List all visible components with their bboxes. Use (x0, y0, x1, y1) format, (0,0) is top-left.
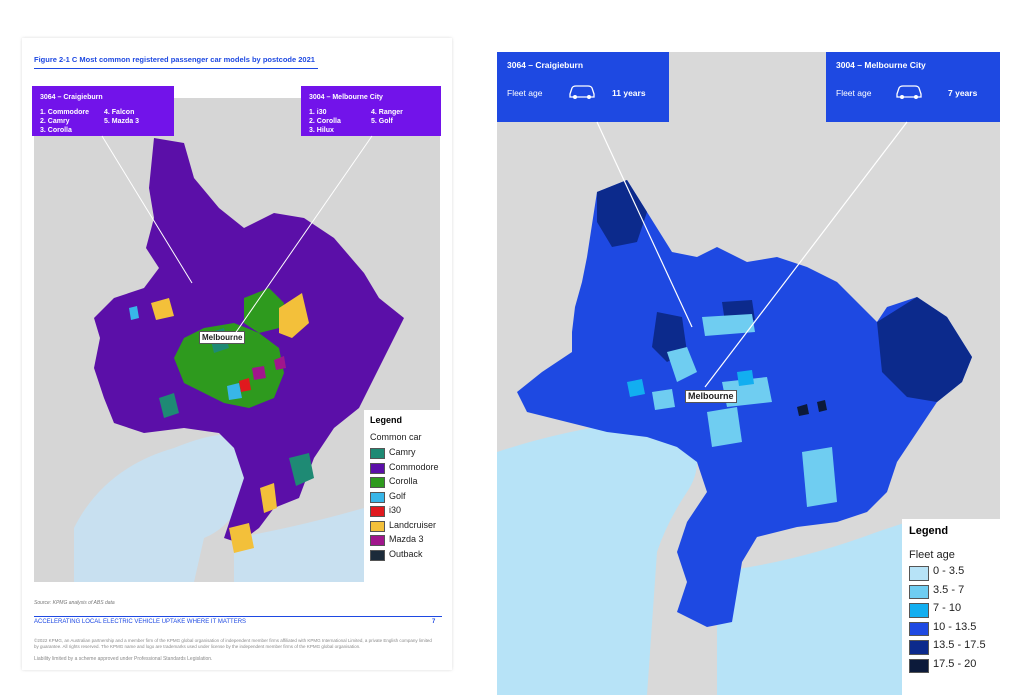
callout-heading: 3004 – Melbourne City (309, 94, 383, 101)
legend-label: 3.5 - 7 (933, 583, 965, 596)
legend-swatch (370, 491, 385, 503)
car-icon (896, 85, 922, 99)
callout-craigieburn: 3064 – Craigieburn Fleet age 11 years (497, 52, 669, 122)
legend-swatch (909, 621, 929, 637)
legend-swatch (370, 462, 385, 474)
legend: Legend Fleet age 0 - 3.5 3.5 - 7 7 - 10 10 … (902, 519, 1000, 695)
footer-legal: ©2022 KPMG, an Australian partnership an… (34, 638, 432, 649)
legend-swatch (370, 448, 385, 460)
legend-title: Legend (370, 415, 403, 425)
callout-craigieburn: 3064 – Craigieburn 1. Commodore 2. Camry… (32, 86, 174, 136)
car-icon (569, 85, 595, 99)
legend-swatch (909, 566, 929, 581)
callout-melbourne-city: 3004 – Melbourne City 1. i30 2. Corolla … (301, 86, 441, 136)
callout-heading: 3064 – Craigieburn (40, 94, 103, 101)
legend-label: 10 - 13.5 (933, 620, 977, 633)
legend-label: i30 (389, 505, 402, 515)
callout-heading: 3004 – Melbourne City (836, 60, 926, 70)
legend-title: Legend (909, 525, 949, 537)
callout-heading: 3064 – Craigieburn (507, 60, 584, 70)
figure-title: Figure 2-1 C Most common registered pass… (34, 55, 315, 64)
legend-swatch (909, 603, 929, 618)
callout-leader-lines (101, 135, 373, 339)
footer-rule (34, 616, 442, 617)
fleet-age-label: Fleet age (507, 88, 543, 98)
callout-melbourne-city: 3004 – Melbourne City Fleet age 7 years (826, 52, 1000, 122)
legend-swatch (370, 535, 385, 547)
callout-item: 2. Corolla (309, 118, 341, 125)
legend-label: Landcruiser (389, 519, 437, 530)
page-number: 7 (432, 619, 436, 625)
callout-item: 5. Golf (371, 118, 393, 125)
legend-subtitle: Common car (370, 432, 422, 442)
footer-liability: Liability limited by a scheme approved u… (34, 656, 213, 662)
fleet-age-label: Fleet age (836, 88, 872, 98)
legend-label: Camry (389, 447, 416, 457)
legend-label: 0 - 3.5 (933, 565, 965, 577)
legend-subtitle: Fleet age (909, 549, 955, 561)
legend-label: Corolla (389, 476, 418, 486)
legend-swatch (909, 584, 929, 600)
fleet-age-value: 11 years (612, 88, 646, 98)
left-report-page: Figure 2-1 C Most common registered pass… (22, 38, 452, 670)
legend-swatch (370, 506, 385, 518)
legend-swatch (909, 640, 929, 655)
legend-label: Outback (389, 548, 423, 559)
callout-item: 1. i30 (309, 109, 327, 116)
fleet-age-map: Melbourne 3064 – Craigieburn Fleet age 1… (497, 52, 1000, 695)
callout-item: 3. Hilux (309, 127, 334, 134)
city-label: Melbourne (199, 331, 246, 344)
source-note: Source: KPMG analysis of ABS data (34, 600, 115, 606)
legend-label: 7 - 10 (933, 602, 962, 614)
city-label: Melbourne (685, 390, 737, 403)
callout-item: 3. Corolla (40, 127, 72, 134)
fleet-age-value: 7 years (948, 88, 978, 98)
legend-label: 13.5 - 17.5 (933, 639, 986, 651)
callout-item: 4. Falcon (104, 109, 135, 116)
callout-item: 2. Camry (40, 118, 70, 125)
callout-item: 1. Commodore (40, 109, 90, 116)
legend-label: Golf (389, 490, 406, 501)
footer-heading: ACCELERATING LOCAL ELECTRIC VEHICLE UPTA… (34, 619, 247, 625)
legend-label: Mazda 3 (389, 534, 424, 544)
callout-item: 4. Ranger (371, 109, 403, 116)
legend-swatch (370, 520, 385, 532)
car-model-map: Melbourne Legend Common car Camry Commodo… (34, 98, 440, 582)
legend: Legend Common car Camry Commodore Corolla G… (364, 410, 440, 582)
title-rule (34, 68, 318, 69)
legend-swatch (370, 477, 385, 489)
legend-label: Commodore (389, 461, 439, 472)
legend-swatch (370, 549, 385, 561)
legend-label: 17.5 - 20 (933, 657, 977, 670)
callout-item: 5. Mazda 3 (104, 118, 140, 125)
legend-swatch (909, 658, 929, 674)
callout-leader-lines (596, 121, 908, 388)
